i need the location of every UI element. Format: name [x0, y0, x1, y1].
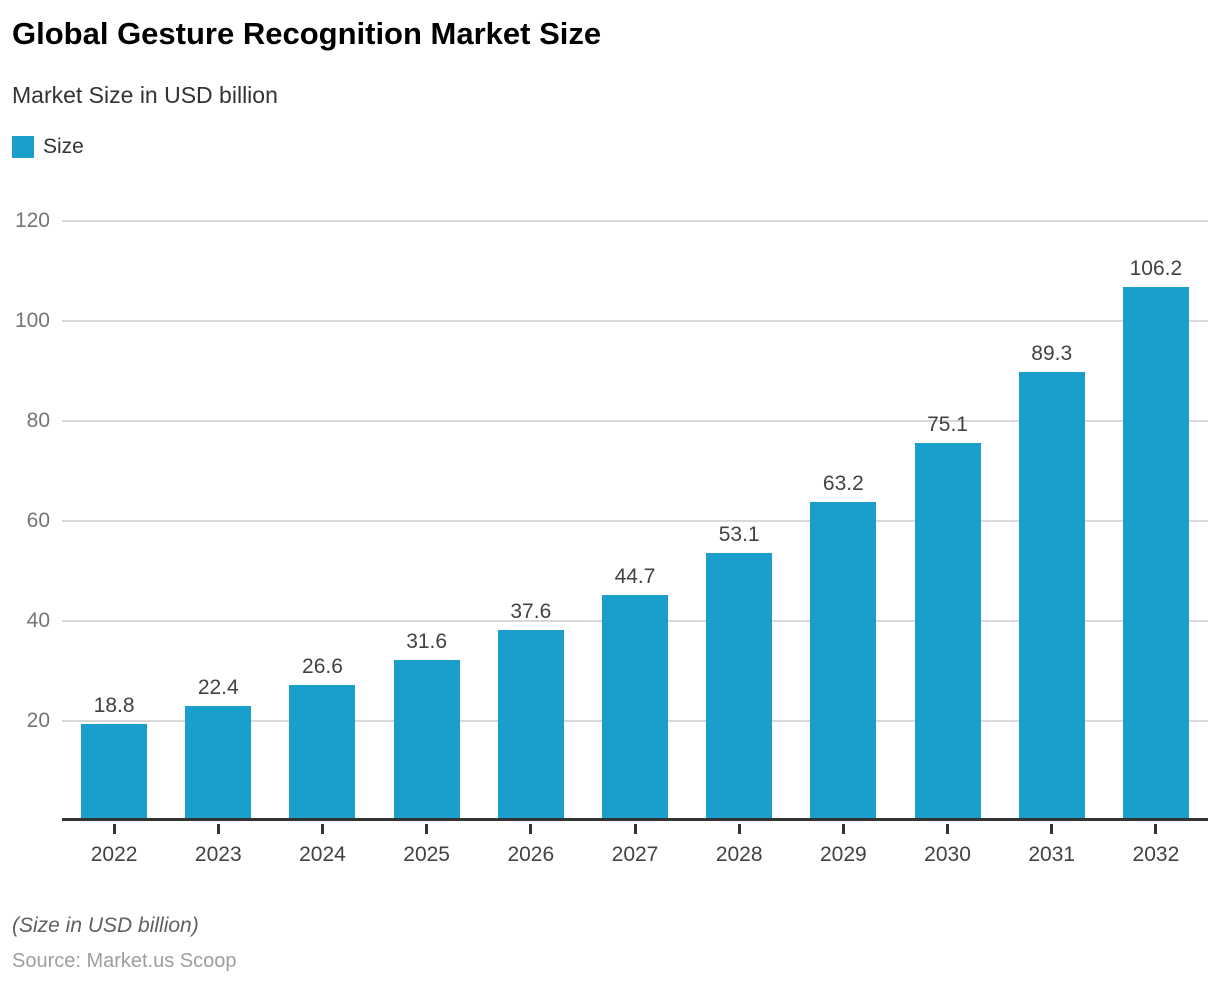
bar-value-label: 106.2: [1129, 257, 1183, 280]
source-credit: Source: Market.us Scoop: [12, 950, 237, 972]
bar-2024[interactable]: [289, 685, 356, 818]
legend[interactable]: Size: [12, 135, 1220, 159]
bar-2026[interactable]: [497, 630, 564, 818]
bar-value-label: 18.8: [93, 694, 135, 717]
y-axis-tick-label: 60: [26, 509, 50, 532]
y-axis-tick-label: 40: [26, 609, 50, 632]
x-axis-tick: [841, 824, 845, 834]
x-axis-tick-label: 2024: [299, 843, 346, 866]
x-axis-tick: [320, 824, 324, 834]
x-axis-tick-label: 2030: [924, 843, 971, 866]
legend-swatch-icon: [12, 136, 34, 158]
x-axis-tick-label: 2026: [507, 843, 555, 866]
gridline: [62, 220, 1208, 222]
bar-value-label: 22.4: [197, 676, 239, 699]
x-axis-tick-label: 2028: [715, 843, 763, 866]
bar-chart: 20 40 60 80 100 120 18.8 2022 22.4 2023 26.6 2024 31…: [0, 210, 1220, 869]
bar-2027[interactable]: [602, 594, 668, 818]
chart-title: Global Gesture Recognition Market Size: [12, 16, 602, 51]
x-axis-tick-label: 2032: [1132, 843, 1180, 866]
footnote: (Size in USD billion): [12, 914, 199, 937]
y-axis-tick-label: 20: [26, 709, 50, 732]
x-axis-tick: [737, 824, 741, 834]
y-axis-tick-label: 100: [14, 309, 50, 332]
x-axis-tick: [1050, 824, 1054, 834]
bar-value-label: 89.3: [1031, 341, 1073, 365]
x-axis-tick-label: 2025: [403, 843, 450, 866]
bar-value-label: 44.7: [614, 564, 656, 588]
legend-label: Size: [43, 135, 84, 158]
x-axis-tick-label: 2029: [820, 843, 867, 866]
bar-value-label: 26.6: [302, 655, 343, 678]
bar-value-label: 53.1: [718, 522, 760, 546]
bar-2025[interactable]: [393, 660, 460, 818]
gridline: [62, 320, 1208, 322]
x-axis-tick: [1154, 824, 1158, 834]
x-axis-tick-label: 2031: [1028, 843, 1076, 866]
x-axis-tick-label: 2022: [90, 843, 138, 866]
bar-2029[interactable]: [810, 502, 877, 818]
x-axis-tick: [112, 824, 116, 834]
bar-2023[interactable]: [185, 706, 252, 818]
bar-2022[interactable]: [81, 724, 148, 818]
bar-value-label: 75.1: [927, 412, 968, 436]
plot-area: 20 40 60 80 100 120 18.8 2022 22.4 2023 26.6 2024 31…: [15, 210, 1208, 866]
bar-2030[interactable]: [914, 442, 981, 818]
bar-value-label: 31.6: [406, 630, 448, 653]
bar-value-label: 63.2: [822, 472, 864, 495]
bar-2031[interactable]: [1018, 371, 1085, 818]
x-axis-tick: [216, 824, 220, 834]
bar-2032[interactable]: [1122, 287, 1189, 818]
x-axis-tick: [946, 824, 950, 834]
x-axis-tick: [633, 824, 637, 834]
x-axis-tick: [529, 824, 533, 834]
y-axis-tick-label: 80: [26, 409, 50, 432]
x-axis-tick-label: 2027: [611, 843, 659, 866]
bar-value-label: 37.6: [510, 600, 552, 623]
bar-2028[interactable]: [706, 552, 773, 818]
gridline: [62, 520, 1208, 522]
gridline: [62, 420, 1208, 422]
y-axis-tick-label: 120: [14, 209, 50, 232]
x-axis-tick: [425, 824, 429, 834]
x-axis-tick-label: 2023: [194, 843, 242, 866]
chart-subtitle: Market Size in USD billion: [12, 82, 278, 108]
